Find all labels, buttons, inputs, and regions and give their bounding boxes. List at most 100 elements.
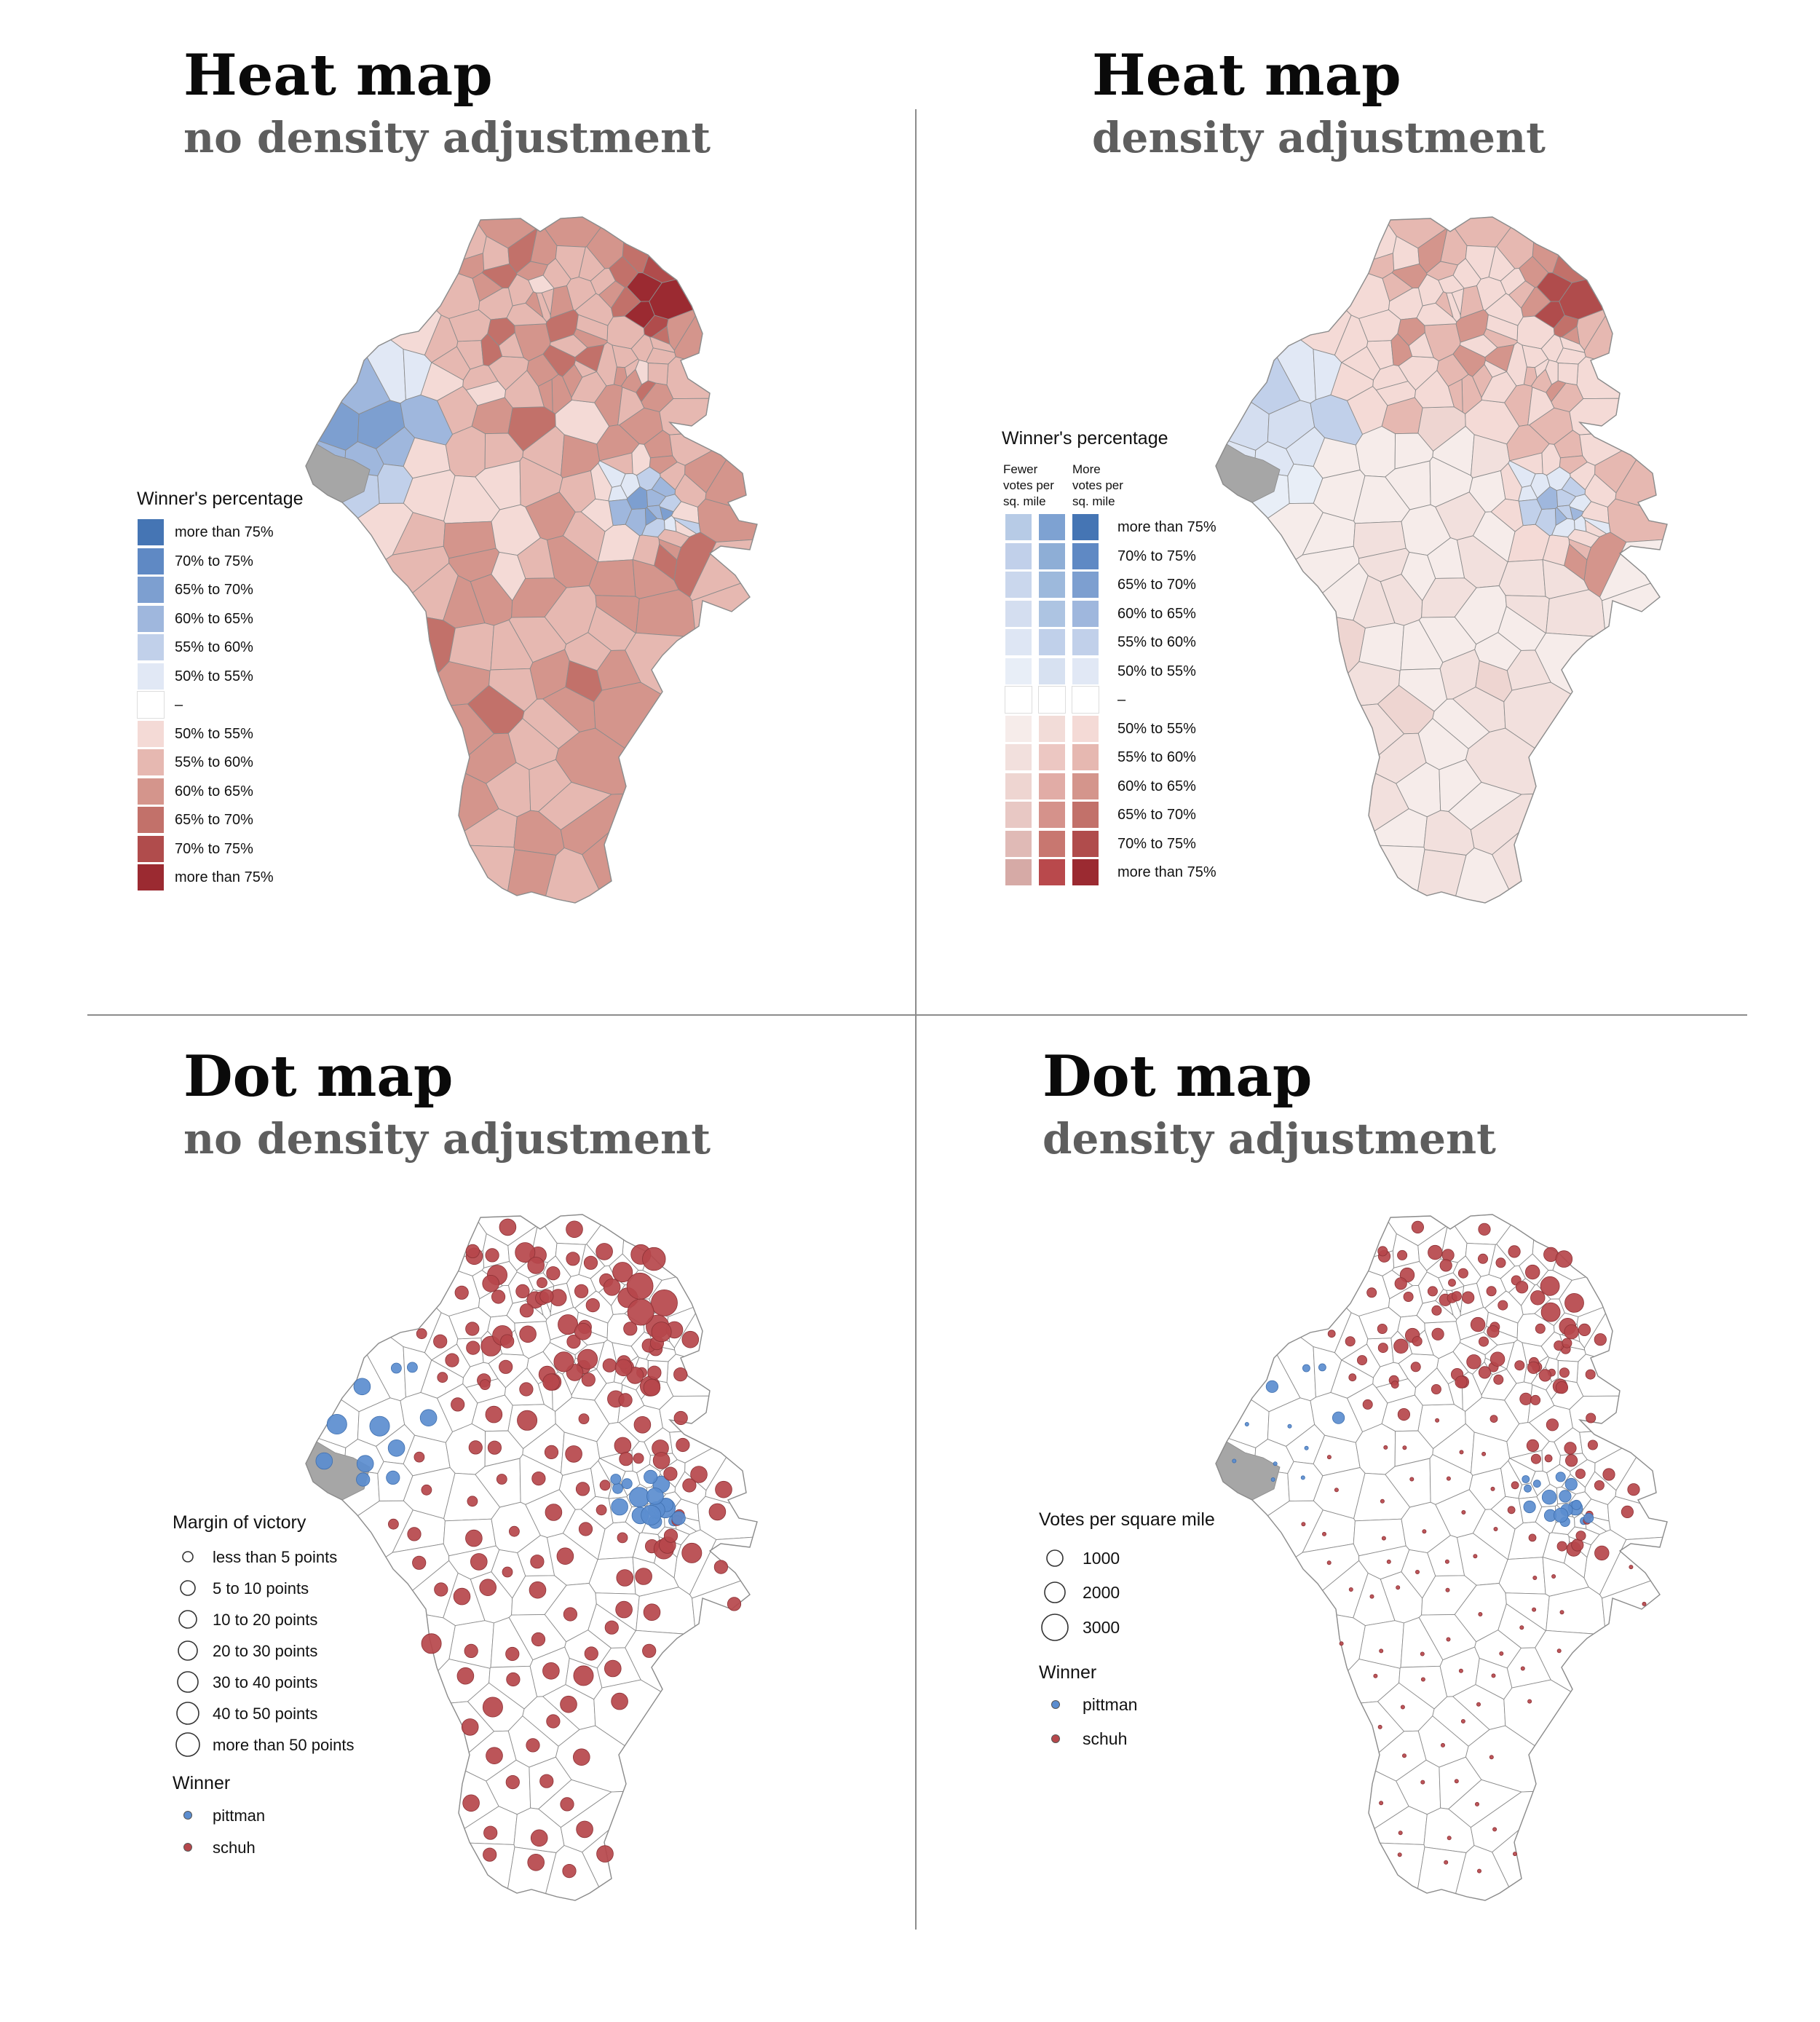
dot-schuh xyxy=(1514,1360,1525,1371)
dot-schuh xyxy=(1594,1545,1610,1561)
dot-schuh xyxy=(466,1340,480,1355)
legend-swatch xyxy=(137,864,165,891)
dot-schuh xyxy=(1410,1362,1421,1373)
legend-label: 60% to 65% xyxy=(175,610,253,627)
legend-size-circle xyxy=(1046,1549,1064,1567)
dot-schuh xyxy=(1420,1651,1425,1656)
dot-schuh xyxy=(690,1466,708,1483)
dot-schuh xyxy=(1439,1259,1452,1272)
dot-pittman xyxy=(326,1413,347,1434)
legend-swatch xyxy=(1072,513,1099,541)
dot-schuh xyxy=(1481,1451,1487,1456)
dot-schuh xyxy=(651,1322,672,1343)
dot-schuh xyxy=(566,1252,580,1266)
legend-swatch xyxy=(1038,743,1066,771)
precinct-region xyxy=(1379,1842,1425,1889)
legend-label: less than 5 points xyxy=(213,1548,338,1566)
legend-title: Winner's percentage xyxy=(137,489,304,509)
dot-schuh xyxy=(651,1289,678,1316)
dot-schuh xyxy=(412,1555,427,1570)
dot-schuh xyxy=(560,1797,574,1812)
legend-label: 50% to 55% xyxy=(175,725,253,742)
dot-schuh xyxy=(467,1496,478,1507)
dot-schuh xyxy=(1530,1290,1546,1306)
dot-schuh xyxy=(1369,1594,1374,1599)
dot-pittman xyxy=(1332,1411,1345,1424)
panel-title: Heat map xyxy=(183,42,493,108)
legend-label: more than 75% xyxy=(175,524,274,540)
dot-schuh xyxy=(529,1581,547,1599)
dot-schuh xyxy=(479,1579,497,1596)
precinct-region xyxy=(646,489,667,507)
dot-schuh xyxy=(461,1718,479,1736)
precinct-region xyxy=(1416,302,1457,326)
dot-schuh xyxy=(500,1334,515,1348)
dot-schuh xyxy=(1571,1539,1584,1552)
legend-swatch xyxy=(1072,686,1099,714)
dot-schuh xyxy=(1555,1381,1568,1394)
county-outline xyxy=(1215,1214,1668,1901)
legend-winner-dot xyxy=(1051,1734,1060,1743)
dot-schuh xyxy=(1535,1323,1546,1334)
dot-pittman xyxy=(315,1452,333,1470)
dot-schuh xyxy=(1478,1612,1483,1617)
dot-schuh xyxy=(663,1466,678,1481)
dot-schuh xyxy=(1478,1366,1492,1379)
dot-schuh xyxy=(619,1452,633,1466)
dot-pittman xyxy=(1523,1500,1536,1514)
legend-label: more than 75% xyxy=(175,869,274,885)
dot-schuh xyxy=(1455,1375,1468,1389)
dot-schuh xyxy=(611,1692,628,1710)
dot-schuh xyxy=(1491,1673,1496,1678)
dot-pittman xyxy=(610,1474,622,1485)
dot-schuh xyxy=(1490,1486,1495,1491)
dot-schuh xyxy=(1515,1281,1529,1294)
dot-schuh xyxy=(546,1714,561,1729)
legend-swatch xyxy=(1005,858,1032,886)
dot-schuh xyxy=(566,1220,583,1239)
dot-schuh xyxy=(635,1568,652,1585)
legend-size-circle xyxy=(1044,1581,1066,1603)
panel-subtitle: density adjustment xyxy=(1092,113,1546,162)
precinct-region xyxy=(1561,325,1580,345)
dot-schuh xyxy=(545,1504,563,1521)
precinct-region xyxy=(620,473,641,499)
precinct-region xyxy=(1508,280,1535,309)
dot-schuh xyxy=(1334,1488,1339,1493)
dot-schuh xyxy=(1327,1330,1336,1338)
legend-swatch xyxy=(137,604,165,633)
dot-schuh xyxy=(1383,1445,1388,1450)
precinct-region xyxy=(1551,1380,1584,1410)
precinct-region xyxy=(462,364,499,391)
dot-schuh xyxy=(483,1825,498,1840)
dot-schuh xyxy=(574,1322,592,1340)
dot-schuh xyxy=(526,1738,540,1753)
legend-label: 2000 xyxy=(1083,1583,1120,1602)
dot-schuh xyxy=(1397,1249,1408,1260)
dot-schuh xyxy=(1474,1801,1479,1806)
dot-schuh xyxy=(1544,1454,1553,1463)
legend-swatch xyxy=(137,691,165,719)
dot-schuh xyxy=(1564,1324,1579,1340)
legend-swatch xyxy=(137,777,165,805)
dot-schuh xyxy=(1528,1533,1537,1542)
dot-schuh xyxy=(1377,1343,1388,1354)
dot-pittman xyxy=(1287,1423,1292,1429)
precinct-region xyxy=(651,325,670,345)
dot-schuh xyxy=(1431,1383,1441,1394)
dot-schuh xyxy=(1629,1565,1634,1570)
precinct-region xyxy=(1447,379,1463,413)
dot-schuh xyxy=(1621,1505,1634,1518)
legend-label: 70% to 75% xyxy=(1117,548,1196,564)
dot-schuh xyxy=(505,1774,520,1790)
dot-schuh xyxy=(1508,1245,1521,1258)
dot-pittman xyxy=(1302,1364,1310,1373)
legend-label: 65% to 70% xyxy=(175,582,253,598)
dot-schuh xyxy=(531,1471,546,1486)
dot-schuh xyxy=(542,1662,560,1680)
dot-schuh xyxy=(1415,1569,1420,1574)
legend-label: schuh xyxy=(213,1839,256,1857)
legend-label: 70% to 75% xyxy=(175,840,253,857)
dot-schuh xyxy=(1527,1361,1540,1374)
dot-schuh xyxy=(1462,1291,1475,1304)
